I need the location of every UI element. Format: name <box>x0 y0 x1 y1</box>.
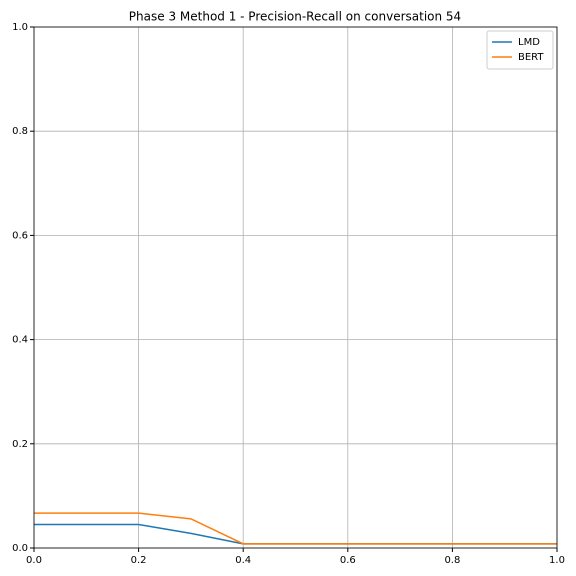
y-tick-label: 1.0 <box>12 22 28 33</box>
y-tick-label: 0.8 <box>12 126 28 137</box>
legend-label: LMD <box>518 37 540 48</box>
line <box>34 512 557 545</box>
x-tick-label: 0.4 <box>235 555 251 566</box>
legend-box <box>486 30 554 70</box>
chart-title: Phase 3 Method 1 - Precision-Recall on c… <box>129 10 461 24</box>
y-tick-label: 0.0 <box>12 543 28 554</box>
legend-label: BERT <box>518 52 544 63</box>
y-tick-label: 0.2 <box>12 439 28 450</box>
x-tick-label: 1.0 <box>549 555 565 566</box>
x-tick-label: 0.8 <box>444 555 460 566</box>
plot-frame <box>33 26 558 549</box>
y-tick-label: 0.6 <box>12 230 28 241</box>
legend: LMD BERT <box>486 30 554 70</box>
y-tick-label: 0.4 <box>12 335 28 346</box>
x-tick-label: 0.6 <box>340 555 356 566</box>
x-tick-label: 0.0 <box>26 555 42 566</box>
x-tick-label: 0.2 <box>131 555 147 566</box>
